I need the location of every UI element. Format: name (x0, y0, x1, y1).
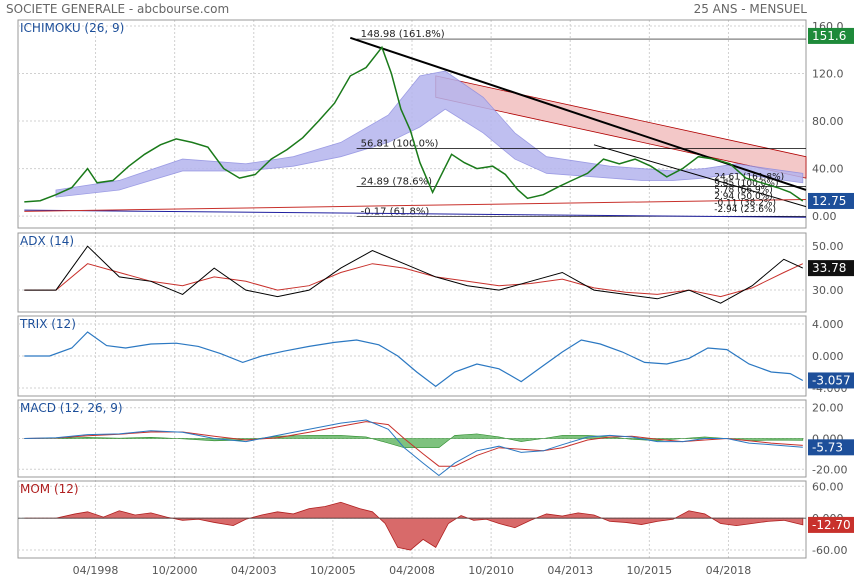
panel-title: MACD (12, 26, 9) (20, 401, 123, 415)
trix-line (24, 331, 804, 388)
y-tick-label: -20.00 (812, 463, 847, 476)
y-tick-label: 20.00 (812, 402, 844, 415)
panel-title: ADX (14) (20, 234, 74, 248)
x-tick-label: 10/2000 (152, 564, 198, 577)
period-label[interactable]: 25 ANS - MENSUEL (693, 2, 807, 16)
x-tick-label: 10/2015 (626, 564, 672, 577)
y-tick-label: -60.00 (812, 544, 847, 557)
last-value-bg (808, 260, 854, 277)
panel-title: MOM (12) (20, 482, 79, 496)
last-value-label: -3.057 (812, 373, 851, 387)
y-tick-label: 30.00 (812, 284, 844, 297)
panel-title: TRIX (12) (19, 317, 76, 331)
last-value-label-bg (808, 27, 854, 44)
right-fib-label: 9.85 (100.0%) (714, 179, 778, 189)
support-line (24, 198, 807, 212)
macd-line (24, 419, 803, 477)
fib-label: -0.17 (61.8%) (361, 206, 430, 217)
x-tick-label: 10/2005 (310, 564, 356, 577)
right-fib-label: 5.78 (66.9%) (714, 186, 773, 196)
x-tick-label: 04/2013 (547, 564, 593, 577)
y-tick-label: 80.00 (812, 115, 844, 128)
right-fib-label: 24.61 (161.8%) (714, 173, 784, 183)
y-tick-label: 0.00 (812, 210, 837, 223)
x-tick-label: 04/2018 (706, 564, 752, 577)
right-fib-label: -2.94 (23.6%) (714, 205, 776, 215)
y-tick-label: 50.00 (812, 240, 844, 253)
panel-frame (17, 19, 807, 229)
x-tick-label: 10/2010 (468, 564, 514, 577)
fib-label: 24.89 (78.6%) (361, 177, 432, 188)
adx-line (24, 245, 804, 304)
support-line (24, 209, 807, 218)
right-fib-label: -0.11 (38.2%) (714, 199, 776, 209)
y-tick-label: 4.000 (812, 318, 844, 331)
x-tick-label: 04/1998 (73, 564, 119, 577)
last-price-label-bg (808, 192, 854, 209)
last-value-label: -5.73 (812, 440, 843, 454)
panel-frame (17, 232, 807, 313)
y-tick-label: 120.0 (812, 67, 844, 80)
x-tick-label: 04/2008 (389, 564, 435, 577)
y-tick-label: 40.00 (812, 163, 844, 176)
right-fib-label: 2.94 (50.0%) (714, 192, 773, 202)
trend-line (593, 144, 807, 208)
x-tick-label: 04/2003 (231, 564, 277, 577)
panel-frame (17, 480, 807, 559)
last-value-bg (808, 439, 854, 456)
last-value-label: 33.78 (812, 261, 846, 275)
last-value-bg (808, 516, 854, 533)
y-tick-label: 60.00 (812, 480, 844, 493)
y-tick-label: 0.000 (812, 350, 844, 363)
fib-label: 148.98 (161.8%) (361, 29, 445, 40)
last-value-label: -12.70 (812, 518, 851, 532)
last-price-label: 12.75 (812, 194, 846, 208)
price-line (24, 45, 804, 203)
momentum-area (24, 501, 804, 551)
adx-secondary-line (24, 263, 804, 298)
panel-title: ICHIMOKU (26, 9) (20, 21, 124, 35)
ichimoku-cloud (55, 70, 804, 198)
fib-label: 56.81 (100.0%) (361, 139, 439, 150)
last-value-label: 151.6 (812, 29, 846, 43)
chart-title: SOCIETE GENERALE - abcbourse.com (6, 2, 230, 16)
last-value-bg (808, 372, 854, 389)
